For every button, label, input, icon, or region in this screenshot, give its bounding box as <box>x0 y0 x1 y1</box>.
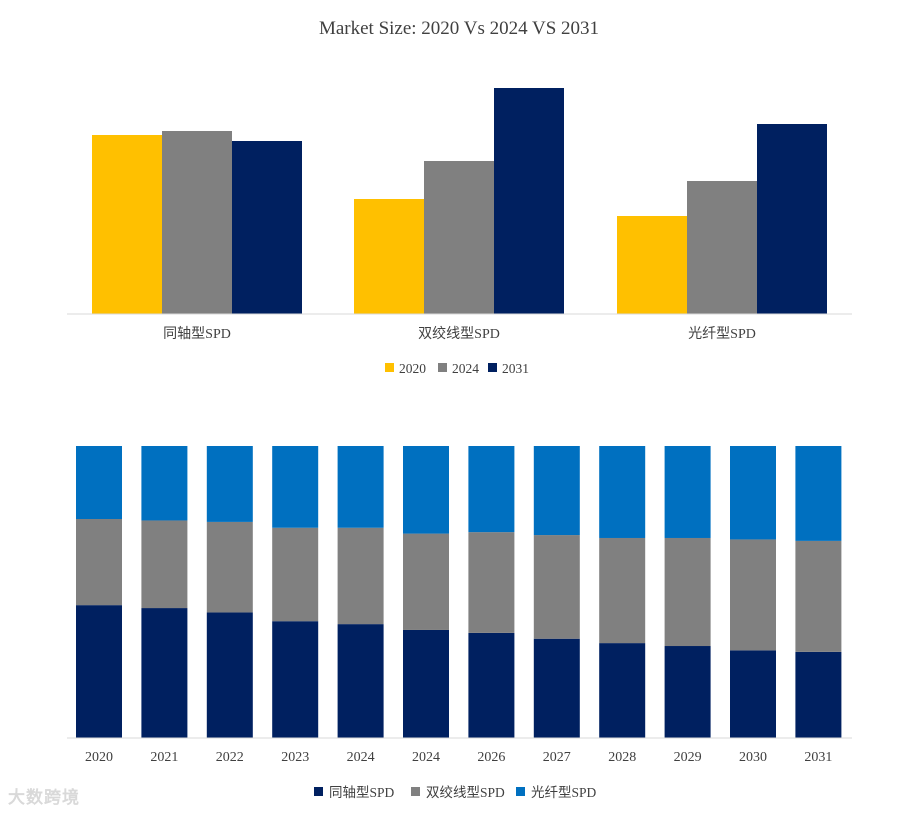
stack-双绞线型SPD-2023-3 <box>272 527 319 622</box>
legend-swatch-光纤型SPD <box>516 787 525 796</box>
chart2-bars <box>76 446 842 738</box>
x-tick-label: 2030 <box>739 750 767 765</box>
bar-2024-3 <box>687 181 757 314</box>
stack-同轴型SPD-2022-2 <box>206 612 253 738</box>
x-tick-label: 2024 <box>347 750 375 765</box>
legend-label-光纤型SPD: 光纤型SPD <box>531 785 597 800</box>
stack-光纤型SPD-2028-8 <box>599 446 646 538</box>
stack-光纤型SPD-2026-6 <box>468 446 515 533</box>
stack-同轴型SPD-2020-0 <box>76 605 122 738</box>
x-tick-label: 2024 <box>412 750 440 765</box>
stack-光纤型SPD-2024-5 <box>403 446 449 534</box>
legend-label-2031: 2031 <box>502 361 529 376</box>
chart2-legend: 同轴型SPD 双绞线型SPD 光纤型SPD <box>314 784 597 800</box>
x-tick-label: 2023 <box>281 750 309 765</box>
stack-双绞线型SPD-2024-5 <box>403 533 449 630</box>
x-tick-label: 光纤型SPD <box>688 326 756 342</box>
bar-2020-3 <box>617 216 687 314</box>
chart1-bars <box>92 88 827 314</box>
bar-2020-2 <box>354 199 424 314</box>
legend-label-2024: 2024 <box>452 361 479 376</box>
legend-label-同轴型SPD: 同轴型SPD <box>329 785 395 800</box>
stack-双绞线型SPD-2029-9 <box>664 537 711 647</box>
x-tick-label: 双绞线型SPD <box>418 325 500 342</box>
stack-光纤型SPD-2021-1 <box>141 446 188 521</box>
x-tick-label: 2031 <box>804 750 832 765</box>
chart1-legend: 2020 2024 2031 <box>385 361 529 376</box>
stack-同轴型SPD-2021-1 <box>141 608 188 738</box>
stack-同轴型SPD-2031-11 <box>795 651 842 738</box>
x-tick-label: 同轴型SPD <box>163 326 231 342</box>
stack-双绞线型SPD-2026-6 <box>468 532 515 633</box>
legend-label-双绞线型SPD: 双绞线型SPD <box>426 784 505 800</box>
x-tick-label: 2021 <box>150 750 178 765</box>
stack-光纤型SPD-2027-7 <box>533 446 580 536</box>
stack-同轴型SPD-2023-3 <box>272 621 319 738</box>
chart2-x-ticks: 2020 2021 2022 2023 2024 2024 2026 2027 2028 2029… <box>85 750 832 765</box>
x-tick-label: 2020 <box>85 750 113 765</box>
stack-光纤型SPD-2031-11 <box>795 446 842 541</box>
stack-同轴型SPD-2029-9 <box>664 646 711 738</box>
bar-2031-2 <box>494 88 564 314</box>
bar-2020-1 <box>92 135 162 314</box>
stack-双绞线型SPD-2020-0 <box>76 519 122 606</box>
stack-双绞线型SPD-2027-7 <box>533 535 580 639</box>
legend-swatch-双绞线型SPD <box>411 787 420 796</box>
x-tick-label: 2026 <box>477 750 505 765</box>
legend-swatch-2031 <box>488 363 497 372</box>
legend-swatch-2024 <box>438 363 447 372</box>
stack-双绞线型SPD-2022-2 <box>206 521 253 613</box>
stack-光纤型SPD-2023-3 <box>272 446 319 528</box>
x-tick-label: 2029 <box>674 750 702 765</box>
stack-光纤型SPD-2029-9 <box>664 446 711 538</box>
legend-swatch-同轴型SPD <box>314 787 323 796</box>
stack-同轴型SPD-2026-6 <box>468 632 515 738</box>
legend-swatch-2020 <box>385 363 394 372</box>
stack-双绞线型SPD-2028-8 <box>599 537 646 644</box>
stack-双绞线型SPD-2024-4 <box>337 527 384 625</box>
bar-2031-1 <box>232 141 302 314</box>
watermark-logo: 大数跨境 <box>8 788 80 808</box>
bar-2024-2 <box>424 161 494 314</box>
chart1-x-ticks: 同轴型SPD 双绞线型SPD 光纤型SPD <box>163 325 756 342</box>
stack-双绞线型SPD-2021-1 <box>141 520 188 609</box>
stack-光纤型SPD-2020-0 <box>76 446 122 519</box>
stack-同轴型SPD-2027-7 <box>533 638 580 738</box>
stack-同轴型SPD-2024-4 <box>337 624 384 738</box>
legend-label-2020: 2020 <box>399 361 426 376</box>
bar-2031-3 <box>757 124 827 314</box>
chart-title: Market Size: 2020 Vs 2024 VS 2031 <box>319 18 599 39</box>
x-tick-label: 2022 <box>216 750 244 765</box>
stack-光纤型SPD-2022-2 <box>206 446 253 522</box>
stack-光纤型SPD-2030-10 <box>730 446 776 540</box>
x-tick-label: 2027 <box>543 750 571 765</box>
stack-双绞线型SPD-2030-10 <box>730 539 776 651</box>
stack-双绞线型SPD-2031-11 <box>795 540 842 652</box>
stack-光纤型SPD-2024-4 <box>337 446 384 528</box>
x-tick-label: 2028 <box>608 750 636 765</box>
stack-同轴型SPD-2030-10 <box>730 650 776 738</box>
stack-同轴型SPD-2024-5 <box>403 629 449 738</box>
bar-2024-1 <box>162 131 232 314</box>
stack-同轴型SPD-2028-8 <box>599 643 646 738</box>
